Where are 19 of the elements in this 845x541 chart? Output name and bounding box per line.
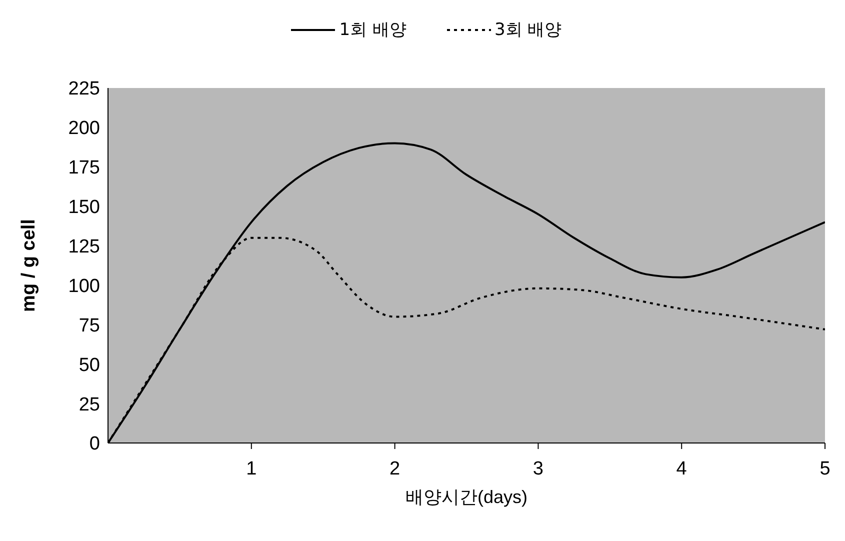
y-axis-title: mg / g cell (18, 219, 40, 312)
legend-label: 3회 배양 (494, 19, 562, 41)
y-tick-label: 100 (68, 276, 100, 297)
x-tick-label: 3 (532, 458, 544, 480)
y-tick-label: 25 (78, 394, 100, 416)
x-axis-title: 배양시간(days) (405, 487, 528, 507)
legend-label: 1회 배양 (338, 19, 406, 41)
y-tick-label: 200 (68, 118, 100, 140)
y-tick-label: 175 (68, 158, 100, 179)
y-tick-label: 150 (68, 197, 100, 218)
x-tick-label: 1 (246, 458, 257, 480)
y-tick-label: 75 (78, 315, 100, 336)
x-tick-label: 5 (820, 458, 830, 480)
x-tick-label: 2 (390, 458, 400, 480)
y-tick-label: 125 (68, 236, 100, 258)
y-tick-label: 0 (89, 434, 100, 455)
y-tick-label: 225 (68, 78, 100, 100)
x-tick-label: 4 (676, 458, 688, 480)
y-tick-label: 50 (78, 354, 100, 376)
